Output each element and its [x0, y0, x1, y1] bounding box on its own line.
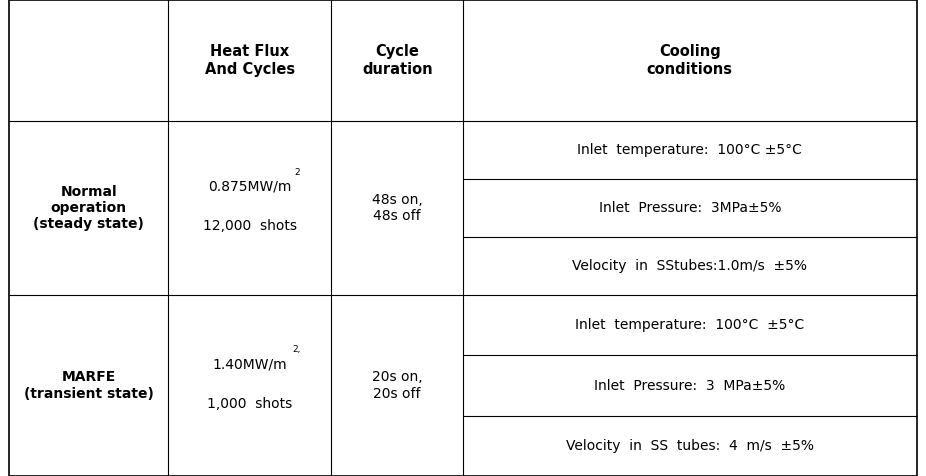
Text: 1,000  shots: 1,000 shots: [207, 397, 293, 411]
Text: 48s on,
48s off: 48s on, 48s off: [372, 193, 422, 223]
Text: 2: 2: [294, 168, 300, 177]
Text: Inlet  Pressure:  3MPa±5%: Inlet Pressure: 3MPa±5%: [598, 201, 782, 215]
Text: Cooling
conditions: Cooling conditions: [647, 44, 732, 77]
Text: 1.40MW/m: 1.40MW/m: [212, 357, 287, 371]
Text: Heat Flux
And Cycles: Heat Flux And Cycles: [205, 44, 294, 77]
Text: Inlet  Pressure:  3  MPa±5%: Inlet Pressure: 3 MPa±5%: [594, 378, 785, 393]
Text: Velocity  in  SStubes:1.0m/s  ±5%: Velocity in SStubes:1.0m/s ±5%: [572, 259, 807, 273]
Text: Cycle
duration: Cycle duration: [362, 44, 432, 77]
Text: Inlet  temperature:  100°C ±5°C: Inlet temperature: 100°C ±5°C: [578, 143, 802, 158]
Text: 12,000  shots: 12,000 shots: [203, 219, 296, 233]
Text: Inlet  temperature:  100°C  ±5°C: Inlet temperature: 100°C ±5°C: [575, 318, 805, 332]
Text: 20s on,
20s off: 20s on, 20s off: [372, 370, 422, 401]
Text: Normal
operation
(steady state): Normal operation (steady state): [33, 185, 144, 231]
Text: Velocity  in  SS  tubes:  4  m/s  ±5%: Velocity in SS tubes: 4 m/s ±5%: [566, 439, 814, 453]
Text: MARFE
(transient state): MARFE (transient state): [24, 370, 154, 401]
Text: 2,: 2,: [293, 346, 301, 354]
Text: 0.875MW/m: 0.875MW/m: [208, 180, 292, 194]
